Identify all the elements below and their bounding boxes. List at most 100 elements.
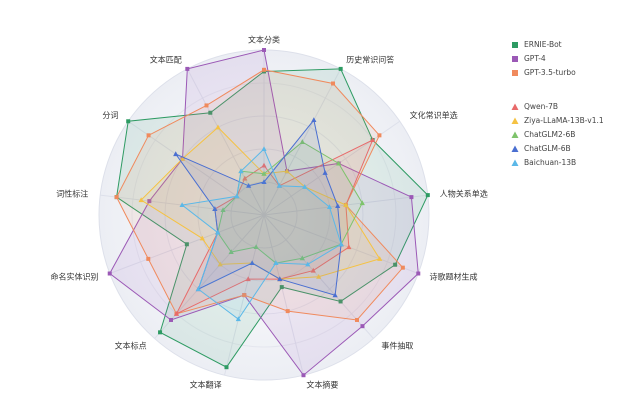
point: [168, 317, 173, 322]
point: [273, 260, 279, 266]
point: [185, 66, 190, 71]
point: [261, 170, 267, 176]
legend-label: Ziya-LLaMA-13B-v1.1: [524, 116, 604, 125]
point: [277, 276, 283, 282]
point: [301, 373, 306, 378]
point: [302, 184, 308, 189]
point: [234, 193, 240, 199]
point: [246, 182, 252, 188]
point: [126, 119, 131, 124]
axis-label: 文化常识单选: [410, 110, 458, 120]
axis-label: 文本摘要: [306, 379, 338, 389]
point: [338, 299, 343, 304]
point: [310, 267, 316, 273]
point: [261, 146, 267, 151]
point: [338, 66, 343, 71]
axis-label: 历史常识问答: [346, 55, 394, 65]
legend-marker: [511, 159, 519, 166]
point: [262, 48, 266, 52]
point: [173, 311, 180, 316]
axis-label: 文本分类: [248, 35, 280, 45]
point: [416, 271, 421, 276]
point: [377, 133, 382, 138]
point: [332, 292, 338, 298]
axis-label: 诗歌题材生成: [429, 272, 477, 282]
point: [377, 256, 383, 261]
point: [195, 286, 201, 292]
point: [299, 255, 305, 261]
point: [393, 262, 398, 267]
point: [179, 155, 186, 161]
point: [355, 317, 360, 322]
point: [262, 67, 266, 72]
axis-label: 文本标点: [115, 340, 147, 350]
series-area: [116, 68, 429, 368]
legend-label: ChatGLM2-6B: [524, 130, 575, 139]
legend-marker: [512, 42, 518, 48]
point: [299, 139, 305, 144]
axis-label: 人物关系单选: [440, 188, 488, 198]
point: [220, 207, 226, 213]
point: [285, 309, 290, 314]
point: [212, 206, 218, 212]
point: [146, 133, 151, 138]
legend-label: ERNIE-Bot: [524, 40, 562, 49]
radar-axis: [263, 214, 304, 376]
point: [199, 235, 205, 241]
point: [242, 293, 247, 298]
point: [261, 162, 267, 168]
point: [224, 365, 229, 370]
point: [331, 81, 336, 86]
axis-label: 命名实体识别: [51, 272, 99, 282]
point: [215, 124, 221, 130]
point: [400, 265, 405, 270]
legend-label: ChatGLM-6B: [524, 144, 571, 153]
axis-label: 词性标注: [56, 188, 88, 198]
point: [343, 202, 349, 208]
radar-axis: [127, 120, 265, 216]
radar-axis: [263, 120, 401, 216]
point: [238, 168, 244, 174]
point: [138, 197, 144, 203]
point: [158, 330, 163, 335]
point: [316, 273, 322, 279]
point: [204, 103, 209, 108]
point: [249, 260, 255, 266]
legend-marker: [512, 56, 518, 62]
axis-label: 事件抽取: [381, 340, 413, 350]
point: [279, 285, 284, 290]
point: [173, 151, 179, 157]
point: [228, 249, 234, 255]
point: [107, 271, 112, 276]
point: [305, 261, 311, 267]
radar-axis: [154, 214, 265, 339]
point: [370, 137, 376, 143]
legend-label: Baichuan-13B: [524, 158, 576, 167]
point: [147, 199, 152, 204]
point: [284, 168, 290, 174]
point: [179, 202, 185, 208]
legend-label: GPT-3.5-turbo: [524, 68, 576, 77]
point: [409, 195, 414, 200]
point: [245, 276, 251, 282]
point: [360, 324, 365, 329]
legend-marker: [511, 145, 519, 152]
axis-label: 分词: [102, 111, 118, 120]
point: [276, 182, 282, 188]
legend-marker: [511, 131, 519, 138]
series-area: [174, 118, 342, 296]
point: [322, 170, 328, 175]
point: [425, 193, 430, 198]
point: [114, 195, 119, 200]
legend-marker: [511, 117, 519, 124]
legend-label: GPT-4: [524, 54, 546, 63]
point: [217, 261, 223, 267]
point: [235, 316, 241, 322]
point: [338, 241, 344, 247]
point: [359, 200, 365, 206]
series-area: [180, 148, 342, 320]
legend-marker: [511, 103, 519, 110]
point: [215, 229, 221, 235]
point: [311, 117, 317, 123]
